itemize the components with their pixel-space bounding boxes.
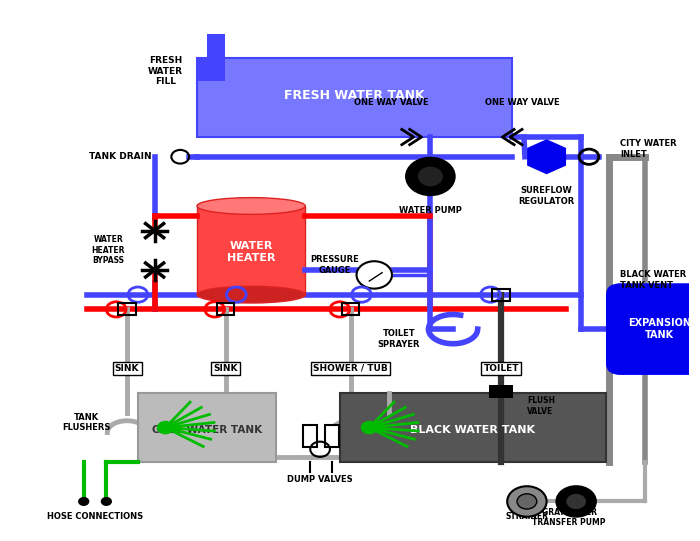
Circle shape xyxy=(361,421,377,434)
Text: HOSE CONNECTIONS: HOSE CONNECTIONS xyxy=(48,512,144,521)
Circle shape xyxy=(566,494,586,509)
Circle shape xyxy=(517,494,537,509)
Text: CITY WATER
INLET: CITY WATER INLET xyxy=(620,139,677,159)
Text: SHOWER / TUB: SHOWER / TUB xyxy=(313,364,388,373)
Bar xyxy=(325,425,339,447)
Text: ONE WAY VALVE: ONE WAY VALVE xyxy=(354,98,428,107)
Bar xyxy=(217,304,234,315)
Text: PRESSURE
GAUGE: PRESSURE GAUGE xyxy=(311,255,359,275)
Text: BLACK WATER TANK: BLACK WATER TANK xyxy=(410,425,536,434)
Bar xyxy=(340,393,606,462)
Text: SINK: SINK xyxy=(115,364,139,373)
Bar xyxy=(197,58,225,81)
Circle shape xyxy=(158,421,174,434)
Circle shape xyxy=(102,498,111,505)
Text: DUMP VALVES: DUMP VALVES xyxy=(287,476,353,484)
Circle shape xyxy=(556,486,596,517)
Text: ONE WAY VALVE: ONE WAY VALVE xyxy=(484,98,559,107)
Bar xyxy=(492,288,510,301)
Text: WATER
HEATER
BYPASS: WATER HEATER BYPASS xyxy=(92,235,125,265)
Bar xyxy=(118,304,136,315)
Text: TANK DRAIN: TANK DRAIN xyxy=(89,152,151,161)
Circle shape xyxy=(79,498,89,505)
Text: EXPANSION
TANK: EXPANSION TANK xyxy=(629,318,692,340)
Text: BLACK WATER
TANK VENT: BLACK WATER TANK VENT xyxy=(620,270,687,289)
Text: TOILET: TOILET xyxy=(484,364,519,373)
Ellipse shape xyxy=(197,286,305,303)
Text: TOILET
SPRAYER: TOILET SPRAYER xyxy=(377,329,420,348)
Ellipse shape xyxy=(197,197,305,214)
Bar xyxy=(303,425,317,447)
Text: FRESH
WATER
FILL: FRESH WATER FILL xyxy=(148,56,183,86)
Text: SUREFLOW
REGULATOR: SUREFLOW REGULATOR xyxy=(519,187,575,206)
Bar xyxy=(206,34,225,58)
Circle shape xyxy=(419,167,442,186)
Text: WATER PUMP: WATER PUMP xyxy=(399,207,462,215)
Text: GREY WATER TANK: GREY WATER TANK xyxy=(152,425,262,434)
Bar xyxy=(197,58,512,137)
Text: WATER
HEATER: WATER HEATER xyxy=(227,241,275,263)
Text: FRESH WATER TANK: FRESH WATER TANK xyxy=(284,89,425,102)
Text: SINK: SINK xyxy=(214,364,238,373)
Bar xyxy=(197,206,305,295)
FancyBboxPatch shape xyxy=(607,284,700,374)
Circle shape xyxy=(356,261,392,289)
Bar xyxy=(489,385,513,398)
Text: FLUSH
VALVE: FLUSH VALVE xyxy=(527,396,555,415)
Text: STRAINER: STRAINER xyxy=(505,512,548,521)
Bar xyxy=(342,304,360,315)
Text: GRAY WATER
TRANSFER PUMP: GRAY WATER TRANSFER PUMP xyxy=(533,507,606,527)
Bar xyxy=(138,393,276,462)
Text: TANK
FLUSHERS: TANK FLUSHERS xyxy=(62,413,111,432)
Circle shape xyxy=(406,157,455,195)
Circle shape xyxy=(508,486,547,517)
